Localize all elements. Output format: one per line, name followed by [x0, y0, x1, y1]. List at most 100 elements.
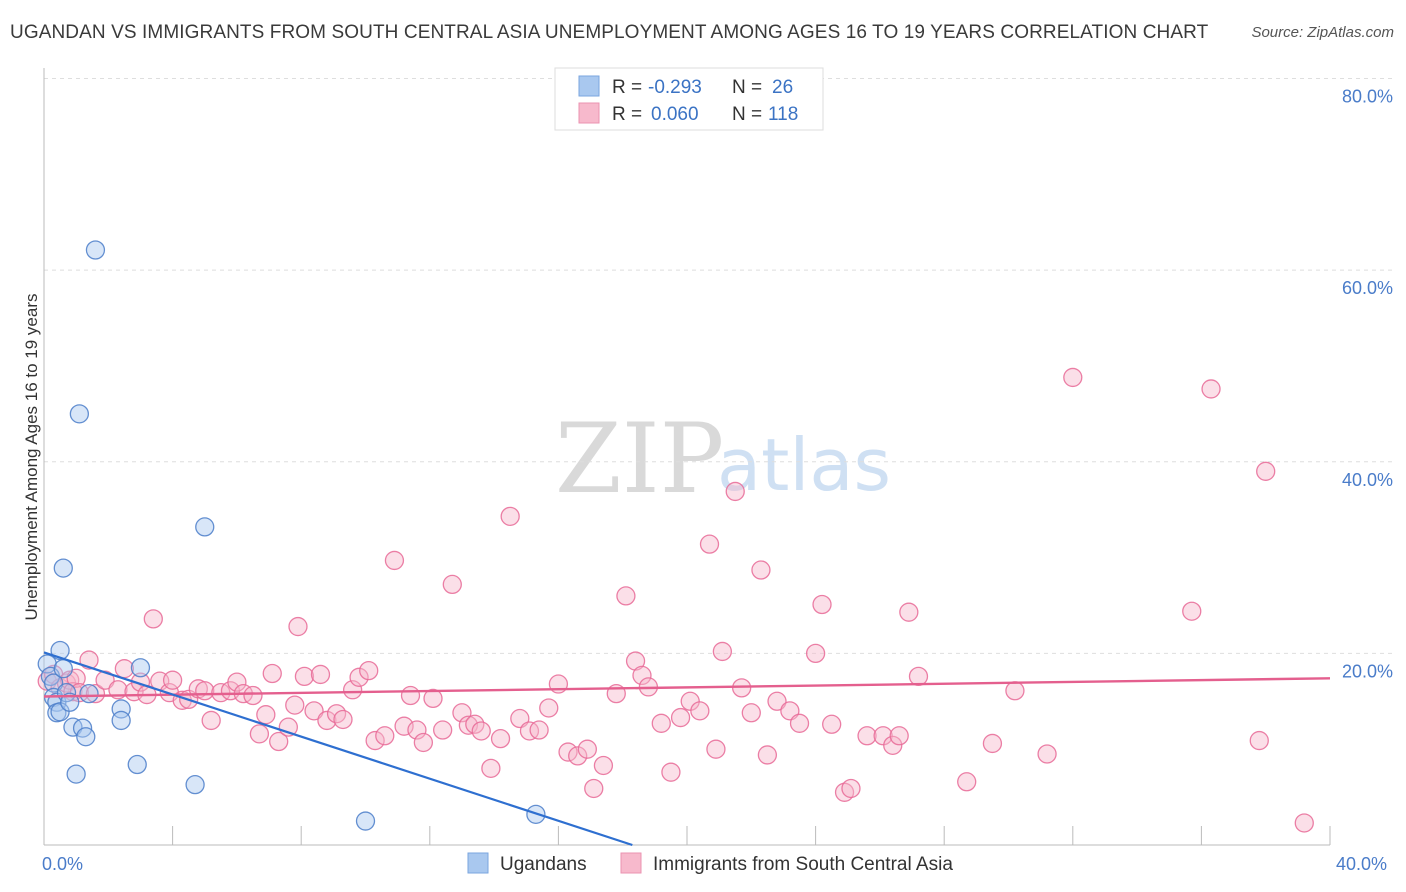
immigrants-point-91 — [767, 691, 787, 711]
ugandans-point-14 — [69, 404, 90, 424]
series-legend: Ugandans Immigrants from South Central A… — [467, 852, 953, 875]
trend-line-immigrants — [43, 677, 1331, 698]
immigrants-point-88 — [741, 703, 761, 723]
immigrants-point-64 — [519, 721, 540, 741]
y-tick-labels: 20.0% 40.0% 60.0% 80.0% — [1342, 87, 1393, 682]
ugandans-point-23 — [195, 517, 215, 537]
legend-box — [554, 67, 824, 131]
chart-title: UGANDAN VS IMMIGRANTS FROM SOUTH CENTRAL… — [10, 22, 1209, 43]
immigrants-point-74 — [616, 586, 636, 606]
immigrants-point-35 — [285, 695, 305, 715]
gridlines — [44, 78, 1392, 654]
immigrants-point-61 — [490, 728, 511, 749]
ugandans-point-11 — [60, 692, 80, 712]
legend-swatch-immigrants — [578, 102, 600, 124]
bottom-legend-swatch-ugandans — [467, 852, 489, 874]
ugandans-point-6 — [50, 640, 70, 661]
immigrants-point-106 — [982, 733, 1003, 754]
ugandans-point-18 — [85, 240, 106, 260]
immigrants-point-39 — [310, 664, 331, 685]
ugandans-point-21 — [127, 754, 147, 775]
ugandans-point-16 — [76, 727, 96, 747]
trend-lines — [43, 651, 1331, 847]
ugandans-point-17 — [79, 683, 99, 704]
immigrants-point-108 — [1037, 744, 1057, 764]
immigrants-point-109 — [1063, 367, 1083, 388]
immigrants-point-114 — [1256, 461, 1276, 481]
immigrants-point-70 — [577, 739, 597, 759]
ugandans-point-13 — [66, 764, 86, 784]
immigrants-point-83 — [699, 534, 720, 554]
immigrants-point-76 — [632, 665, 652, 686]
immigrants-point-69 — [568, 746, 588, 766]
trend-line-ugandans — [43, 651, 633, 847]
immigrants-point-48 — [384, 550, 405, 571]
legend-n-value-1: 26 — [772, 77, 793, 98]
immigrants-point-47 — [375, 726, 395, 746]
immigrants-point-68 — [558, 742, 578, 762]
y-tick-label-20: 20.0% — [1342, 661, 1393, 681]
legend-r-value-1: -0.293 — [648, 77, 702, 98]
immigrants-point-56 — [452, 703, 472, 723]
ugandans-point-22 — [130, 658, 151, 678]
immigrants-point-95 — [812, 594, 832, 615]
immigrants-point-72 — [593, 755, 614, 776]
immigrants-point-90 — [757, 745, 778, 765]
immigrants-point-9 — [85, 683, 106, 704]
immigrants-point-51 — [407, 720, 427, 740]
immigrants-point-110 — [1182, 601, 1202, 621]
immigrants-point-52 — [413, 732, 434, 753]
immigrants-point-94 — [805, 643, 826, 664]
immigrants-point-71 — [584, 778, 604, 799]
immigrants-point-102 — [889, 726, 909, 746]
immigrants-point-19 — [162, 670, 183, 690]
watermark-zip: ZIP — [555, 403, 724, 515]
watermark-atlas: atlas — [717, 423, 891, 507]
immigrants-point-44 — [349, 667, 369, 687]
immigrants-point-31 — [256, 705, 276, 725]
bottom-legend-label-ugandans: Ugandans — [500, 854, 587, 875]
ugandans-point-8 — [53, 659, 73, 679]
immigrants-point-80 — [670, 707, 691, 728]
legend-r-label-1: R = — [612, 77, 642, 98]
immigrants-point-66 — [539, 698, 559, 718]
immigrants-point-46 — [365, 730, 385, 751]
bottom-legend-label-immigrants: Immigrants from South Central Asia — [653, 854, 953, 875]
immigrants-point-50 — [400, 685, 421, 706]
immigrants-point-33 — [269, 731, 289, 752]
ugandans-point-19 — [111, 699, 131, 719]
immigrants-point-40 — [317, 710, 337, 731]
immigrants-point-101 — [883, 735, 903, 756]
immigrants-point-38 — [304, 701, 324, 721]
ugandans-point-24 — [185, 774, 205, 795]
y-tick-label-40: 40.0% — [1342, 470, 1393, 490]
immigrants-point-78 — [651, 713, 671, 733]
ugandans-point-9 — [53, 558, 73, 578]
source-label: Source: ZipAtlas.com — [1251, 24, 1394, 41]
y-axis-label: Unemployment Among Ages 16 to 19 years — [22, 294, 41, 621]
immigrants-point-36 — [288, 616, 308, 637]
legend-swatch-ugandans — [578, 75, 600, 97]
immigrants-point-24 — [201, 710, 221, 731]
immigrants-point-86 — [725, 481, 745, 502]
immigrants-point-54 — [433, 720, 453, 740]
immigrants-point-32 — [262, 663, 282, 684]
ugandans-point-12 — [63, 717, 83, 737]
immigrants-point-98 — [841, 778, 861, 799]
immigrants-point-37 — [294, 666, 315, 687]
immigrants-point-60 — [481, 758, 501, 778]
bottom-legend-swatch-immigrants — [620, 852, 642, 874]
immigrants-point-107 — [1005, 681, 1025, 701]
x-tick-label-min: 0.0% — [42, 854, 83, 874]
immigrants-point-62 — [500, 506, 520, 527]
legend-r-label-2: R = — [612, 104, 642, 125]
immigrants-point-104 — [908, 666, 929, 687]
immigrants-point-43 — [342, 680, 363, 700]
immigrants-point-6 — [66, 668, 86, 688]
ugandans-point-20 — [111, 710, 131, 731]
immigrants-point-96 — [822, 714, 842, 734]
immigrants-point-29 — [243, 685, 263, 706]
immigrants-point-42 — [333, 709, 353, 730]
y-tick-label-60: 60.0% — [1342, 278, 1393, 298]
immigrants-point-27 — [227, 672, 247, 692]
